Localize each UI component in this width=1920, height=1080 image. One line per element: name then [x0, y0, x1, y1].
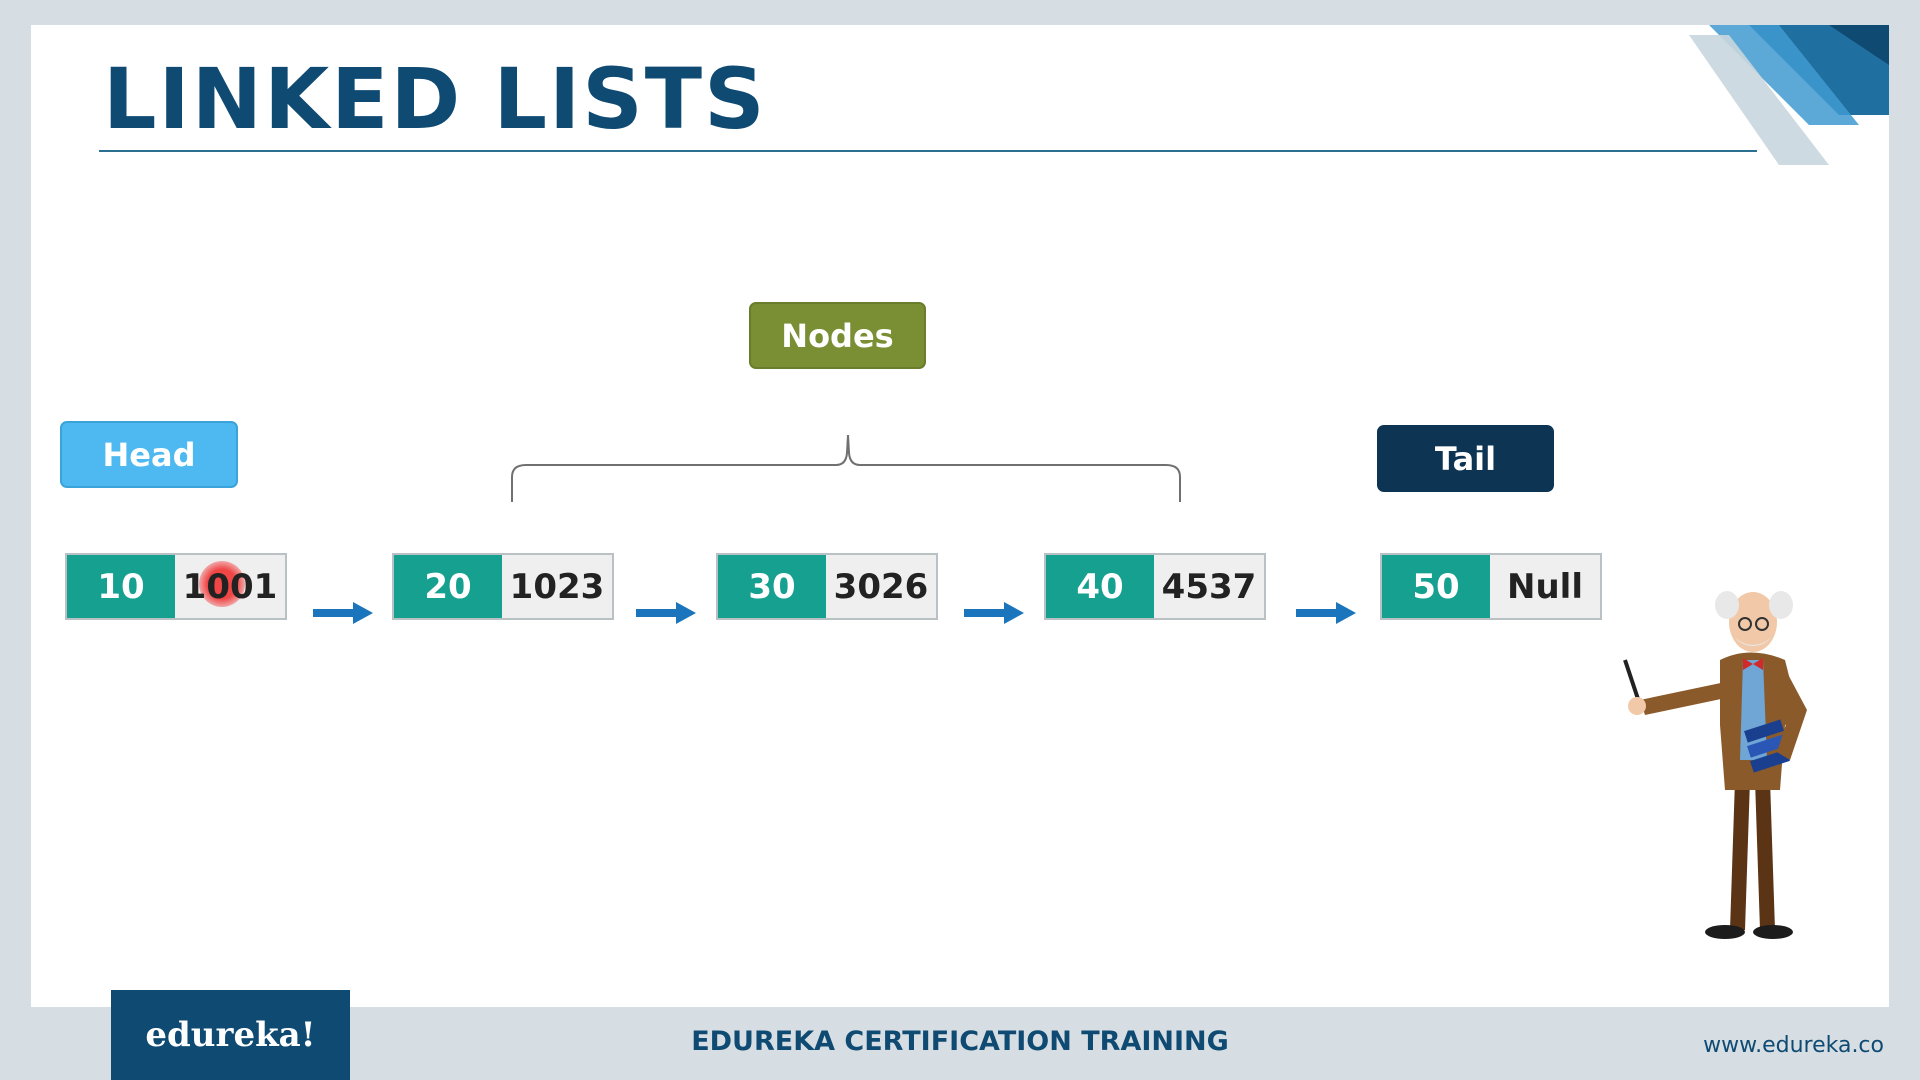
- footer-url[interactable]: www.edureka.co: [1703, 1033, 1884, 1058]
- list-node: 10 1001: [65, 553, 287, 620]
- list-node: 20 1023: [392, 553, 614, 620]
- node-value: 30: [718, 555, 826, 618]
- head-label: Head: [60, 421, 238, 488]
- edureka-logo: edureka!: [111, 990, 350, 1080]
- list-node: 50 Null: [1380, 553, 1602, 620]
- node-pointer: 1023: [502, 555, 612, 618]
- arrow-icon: [636, 602, 696, 624]
- teacher-illustration: [1623, 591, 1807, 939]
- list-node: 40 4537: [1044, 553, 1266, 620]
- node-pointer: 3026: [826, 555, 936, 618]
- arrow-icon: [1296, 602, 1356, 624]
- node-value: 10: [67, 555, 175, 618]
- node-pointer: Null: [1490, 555, 1600, 618]
- corner-decoration: [1689, 25, 1889, 165]
- node-pointer: 4537: [1154, 555, 1264, 618]
- slide: LINKED LISTS: [31, 25, 1889, 1007]
- arrow-icon: [313, 602, 373, 624]
- node-pointer: 1001: [175, 555, 285, 618]
- tail-label: Tail: [1377, 425, 1554, 492]
- arrow-icon: [964, 602, 1024, 624]
- cursor-highlight: [199, 561, 245, 607]
- node-value: 20: [394, 555, 502, 618]
- page-title: LINKED LISTS: [103, 50, 767, 148]
- nodes-label: Nodes: [749, 302, 926, 369]
- title-underline: [99, 150, 1757, 152]
- footer-title: EDUREKA CERTIFICATION TRAINING: [691, 1026, 1229, 1057]
- list-node: 30 3026: [716, 553, 938, 620]
- node-pointer-text: 1001: [182, 566, 278, 607]
- node-value: 40: [1046, 555, 1154, 618]
- node-value: 50: [1382, 555, 1490, 618]
- nodes-brace: [511, 434, 1181, 502]
